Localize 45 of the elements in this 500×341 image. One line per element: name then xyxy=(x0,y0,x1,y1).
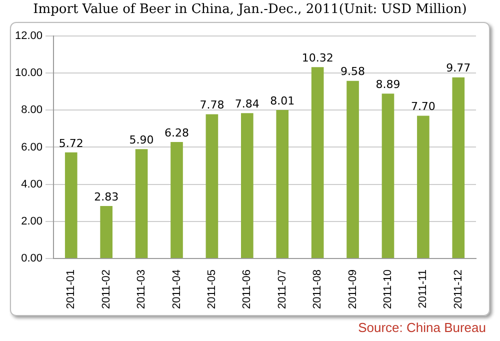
y-tick-label: 2.00 xyxy=(21,215,43,228)
data-label: 7.70 xyxy=(410,100,436,114)
y-tick-label: 8.00 xyxy=(21,104,43,116)
bar xyxy=(382,94,394,258)
x-tick-label: 2011-05 xyxy=(206,269,218,310)
y-tick-label: 12.00 xyxy=(14,30,43,42)
x-tick-label: 2011-11 xyxy=(417,269,430,308)
data-label: 5.72 xyxy=(58,136,84,150)
bar xyxy=(170,142,183,258)
y-tick-label: 0.00 xyxy=(21,252,43,264)
x-tick-label: 2011-02 xyxy=(100,269,112,310)
y-tick-label: 6.00 xyxy=(21,141,43,154)
data-label: 5.90 xyxy=(129,133,154,146)
data-label: 7.84 xyxy=(234,97,260,110)
bar xyxy=(417,116,430,258)
data-label: 8.89 xyxy=(376,78,400,92)
x-tick-label: 2011-01 xyxy=(65,269,78,310)
bar xyxy=(241,113,254,258)
x-tick-label: 2011-10 xyxy=(382,269,394,310)
data-label: 10.32 xyxy=(302,52,334,64)
x-tick-label: 2011-04 xyxy=(170,269,183,310)
y-tick-label: 4.00 xyxy=(21,178,43,190)
source-note: Source: China Bureau xyxy=(358,320,486,335)
y-tick-label: 10.00 xyxy=(14,67,43,80)
data-label: 9.77 xyxy=(446,62,471,75)
chart-title: Import Value of Beer in China, Jan.-Dec., 2011(Unit: USD Million) xyxy=(32,2,468,17)
data-label: 8.01 xyxy=(270,94,295,108)
x-tick-label: 2011-12 xyxy=(452,269,464,310)
x-tick-label: 2011-08 xyxy=(312,269,324,310)
bar xyxy=(206,114,218,258)
x-tick-label: 2011-07 xyxy=(276,269,288,310)
bar xyxy=(346,80,359,258)
x-tick-label: 2011-03 xyxy=(136,269,148,310)
bar xyxy=(276,110,289,258)
x-tick-label: 2011-06 xyxy=(241,269,254,310)
data-label: 2.83 xyxy=(94,190,119,204)
data-label: 6.28 xyxy=(164,126,189,140)
bar xyxy=(100,206,112,258)
bar xyxy=(135,149,148,258)
data-label: 7.78 xyxy=(200,98,224,112)
bar xyxy=(311,67,324,258)
x-tick-label: 2011-09 xyxy=(346,269,359,310)
data-label: 9.58 xyxy=(340,65,366,78)
bar xyxy=(64,152,78,258)
bar xyxy=(452,77,465,258)
